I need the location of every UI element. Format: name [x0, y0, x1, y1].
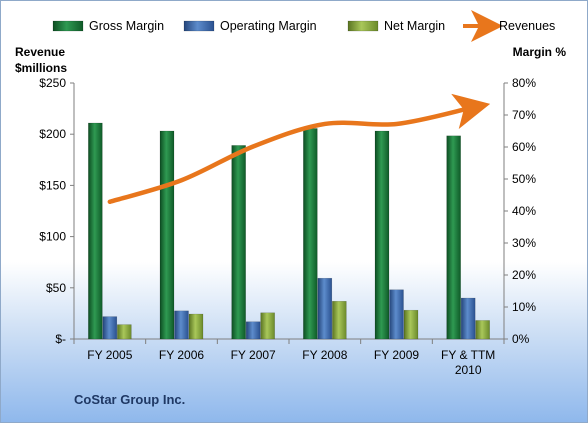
left-tick-label: $200	[39, 127, 66, 141]
x-tick-label-line: 2010	[455, 363, 482, 377]
left-tick-label: $-	[55, 332, 66, 346]
line-revenues	[107, 93, 491, 205]
bar-gross-margin	[446, 135, 461, 340]
legend-swatch-operating-margin	[183, 20, 215, 32]
x-tick-label: FY 2005	[87, 348, 132, 362]
x-tick-label-line: FY 2008	[302, 348, 347, 362]
right-tick-label: 0%	[512, 332, 530, 346]
bar-gross-margin	[159, 130, 175, 340]
bar-net-margin	[403, 309, 419, 340]
right-tick-label: 70%	[512, 108, 536, 122]
x-tick-label-line: FY 2007	[231, 348, 276, 362]
revenue-line	[107, 93, 491, 205]
legend-swatch-gross-margin	[52, 20, 84, 32]
right-tick-label: 10%	[512, 300, 536, 314]
bar-net-margin	[260, 312, 275, 340]
bar-operating-margin	[102, 316, 118, 340]
x-tick-label: FY 2006	[159, 348, 204, 362]
left-axis-title-line: Revenue	[15, 45, 65, 59]
bar-operating-margin	[317, 277, 333, 340]
right-tick-label: 40%	[512, 204, 536, 218]
bar-operating-margin	[389, 289, 404, 340]
x-tick-label: FY & TTM 2010	[441, 348, 495, 377]
left-tick-label: $150	[39, 178, 66, 192]
bar-net-margin	[188, 313, 204, 340]
bar-operating-margin	[245, 321, 261, 340]
legend-label-revenues: Revenues	[499, 19, 555, 33]
bar-net-margin	[332, 300, 347, 340]
right-tick-label: 80%	[512, 76, 536, 90]
x-tick-label-line: FY & TTM	[441, 348, 495, 362]
bars	[88, 122, 490, 340]
right-tick-label: 30%	[512, 236, 536, 250]
x-tick-label: FY 2008	[302, 348, 347, 362]
x-tick-label: FY 2007	[231, 348, 276, 362]
right-tick-label: 60%	[512, 140, 536, 154]
x-tick-label: FY 2009	[374, 348, 419, 362]
bar-operating-margin	[174, 310, 189, 340]
left-axis-title: Revenue $millions	[15, 45, 67, 75]
right-axis-title: Margin %	[513, 45, 567, 59]
right-tick-label: 20%	[512, 268, 536, 282]
left-tick-label: $100	[39, 230, 66, 244]
legend-label-net-margin: Net Margin	[384, 19, 445, 33]
left-tick-label: $50	[46, 281, 66, 295]
left-axis-title-line: $millions	[15, 61, 67, 75]
left-tick-label: $250	[39, 76, 66, 90]
x-tick-label-line: FY 2009	[374, 348, 419, 362]
axes: $- $50 $100 $150 $200 $250 0% 10% 20% 30% 40% 50% 60…	[15, 45, 566, 377]
legend-swatch-net-margin	[347, 20, 379, 32]
bar-gross-margin	[231, 145, 246, 340]
legend-label-gross-margin: Gross Margin	[89, 19, 164, 33]
bar-net-margin	[117, 324, 132, 340]
x-tick-label-line: FY 2005	[87, 348, 132, 362]
right-tick-label: 50%	[512, 172, 536, 186]
bar-operating-margin	[460, 297, 476, 340]
legend: Gross Margin Operating Margin Net Margin Re…	[52, 10, 555, 42]
company-name: CoStar Group Inc.	[74, 392, 185, 407]
bar-net-margin	[475, 320, 490, 340]
x-tick-label-line: FY 2006	[159, 348, 204, 362]
bar-gross-margin	[303, 128, 318, 340]
bar-gross-margin	[88, 122, 103, 340]
bar-gross-margin	[374, 130, 390, 340]
legend-label-operating-margin: Operating Margin	[220, 19, 317, 33]
